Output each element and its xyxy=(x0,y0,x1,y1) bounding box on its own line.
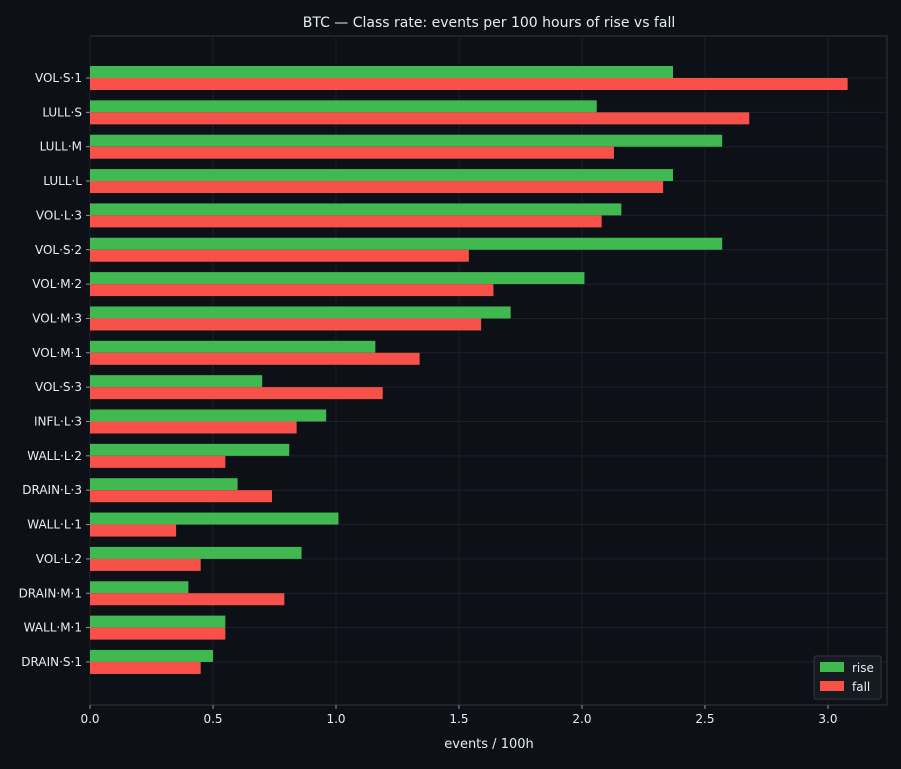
y-tick-label: VOL·M·2 xyxy=(32,277,82,291)
bar-rise-6 xyxy=(90,272,585,285)
bar-rise-13 xyxy=(90,512,339,525)
bar-rise-15 xyxy=(90,581,189,594)
bar-fall-17 xyxy=(90,661,201,674)
x-tick-label: 0.5 xyxy=(203,712,222,726)
bar-fall-6 xyxy=(90,284,494,297)
y-tick-label: VOL·L·2 xyxy=(36,552,82,566)
bar-rise-5 xyxy=(90,237,723,250)
y-tick-label: VOL·L·3 xyxy=(36,208,82,222)
bar-fall-8 xyxy=(90,352,420,365)
bar-fall-14 xyxy=(90,558,201,571)
y-tick-label: LULL·S xyxy=(42,105,82,119)
legend-label-fall: fall xyxy=(852,680,870,694)
bar-rise-11 xyxy=(90,443,290,456)
bar-rise-0 xyxy=(90,66,673,78)
y-tick-label: VOL·S·1 xyxy=(35,71,82,85)
bar-rise-2 xyxy=(90,134,723,147)
bar-fall-2 xyxy=(90,146,614,159)
y-tick-label: VOL·M·1 xyxy=(32,346,82,360)
y-tick-label: VOL·S·2 xyxy=(35,243,82,257)
bar-rise-9 xyxy=(90,375,263,388)
y-tick-label: DRAIN·M·1 xyxy=(19,586,82,600)
y-tick-label: VOL·M·3 xyxy=(32,311,82,325)
x-tick-label: 2.0 xyxy=(572,712,591,726)
y-tick-label: LULL·M xyxy=(40,140,82,154)
bar-rise-1 xyxy=(90,100,597,113)
x-tick-label: 1.5 xyxy=(449,712,468,726)
bar-fall-7 xyxy=(90,318,482,331)
bar-fall-4 xyxy=(90,215,602,228)
bar-rise-14 xyxy=(90,546,302,559)
x-tick-label: 2.5 xyxy=(695,712,714,726)
bar-fall-5 xyxy=(90,249,469,262)
y-tick-label: VOL·S·3 xyxy=(35,380,82,394)
y-tick-label: LULL·L xyxy=(43,174,82,188)
x-axis-label: events / 100h xyxy=(444,737,534,752)
legend-swatch-rise xyxy=(820,662,844,672)
bar-fall-1 xyxy=(90,112,750,125)
y-tick-label: INFL·L·3 xyxy=(34,415,82,429)
y-tick-label: DRAIN·L·3 xyxy=(22,483,82,497)
plot-area: VOL·S·1 LULL·S LULL·M LULL·L VOL·L·3 VOL·S·2 V… xyxy=(19,35,888,726)
bar-fall-16 xyxy=(90,627,226,640)
y-tick-label: DRAIN·S·1 xyxy=(21,655,82,669)
bar-rise-7 xyxy=(90,306,511,319)
bar-fall-9 xyxy=(90,387,383,400)
bar-fall-3 xyxy=(90,181,664,194)
bar-fall-12 xyxy=(90,490,273,503)
bar-rise-12 xyxy=(90,478,238,491)
bar-fall-11 xyxy=(90,455,226,468)
bar-rise-4 xyxy=(90,203,622,216)
x-tick-label: 1.0 xyxy=(326,712,345,726)
bar-rise-8 xyxy=(90,340,376,353)
bar-rise-3 xyxy=(90,169,673,182)
legend-label-rise: rise xyxy=(852,661,874,675)
legend-swatch-fall xyxy=(820,681,844,691)
bar-rise-16 xyxy=(90,615,226,628)
y-tick-label: WALL·M·1 xyxy=(24,621,82,635)
chart-title: BTC — Class rate: events per 100 hours o… xyxy=(303,15,675,31)
bars xyxy=(90,66,848,674)
y-tick-label: WALL·L·2 xyxy=(27,449,82,463)
bar-rise-17 xyxy=(90,649,213,662)
x-tick-label: 3.0 xyxy=(818,712,837,726)
bar-fall-15 xyxy=(90,593,285,606)
bar-fall-0 xyxy=(90,78,848,90)
x-tick-labels: 0.0 0.5 1.0 1.5 2.0 2.5 3.0 xyxy=(80,712,837,726)
bar-fall-10 xyxy=(90,421,297,434)
bar-rise-10 xyxy=(90,409,327,422)
legend: rise fall xyxy=(813,655,882,700)
y-tick-label: WALL·L·1 xyxy=(27,518,82,532)
x-tick-label: 0.0 xyxy=(80,712,99,726)
bar-fall-13 xyxy=(90,524,177,537)
y-tick-labels: VOL·S·1 LULL·S LULL·M LULL·L VOL·L·3 VOL·S·2 V… xyxy=(19,71,83,669)
